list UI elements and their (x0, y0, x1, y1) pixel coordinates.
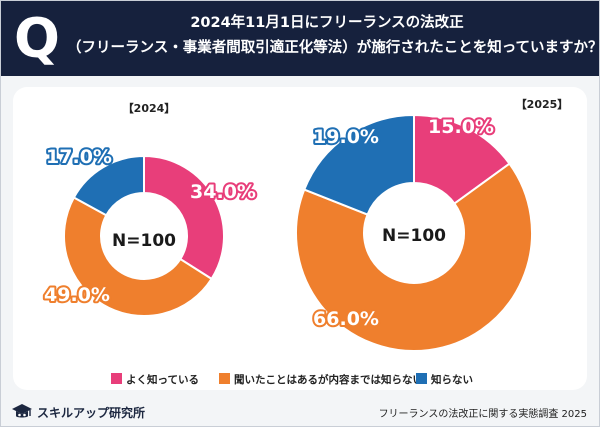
slice-unknown (72, 154, 145, 217)
donut-2024: 34.0% 49.0% 17.0% (42, 144, 258, 317)
legend-swatch-heard-of (219, 373, 230, 384)
slice-well-known (413, 113, 511, 206)
legend-swatch-well-known (111, 373, 122, 384)
legend: よく知っている 聞いたことはあるが内容までは知らない 知らない (111, 373, 473, 386)
slice-unknown (302, 113, 415, 216)
data-label-well-known: 34.0% (190, 181, 256, 203)
brand-name: スキルアップ研究所 (37, 405, 146, 420)
slice-well-known (143, 154, 225, 281)
legend-label-heard-of: 聞いたことはあるが内容までは知らない (234, 373, 423, 386)
header-bar: Q 2024年11月1日にフリーランスの法改正 （フリーランス・事業者間取引適正… (1, 1, 599, 76)
legend-label-well-known: よく知っている (126, 373, 199, 386)
chart-2025-center-label: N=100 (382, 226, 446, 246)
chart-2025-title: 【2025】 (516, 98, 569, 111)
slice-heard-of (63, 196, 213, 317)
data-label-heard-of: 66.0% (313, 308, 379, 330)
brand-logo: スキルアップ研究所 (11, 401, 145, 423)
source-note: フリーランスの法改正に関する実態調査 2025 (378, 409, 587, 420)
question-badge: Q (14, 7, 60, 70)
data-label-heard-of: 49.0% (44, 284, 110, 306)
data-label-unknown: 19.0% (313, 126, 379, 148)
question-title-line-2: （フリーランス・事業者間取引適正化等法）が施行されたことを知っていますか？ (67, 40, 600, 56)
graduation-cap-icon (12, 404, 32, 418)
legend-swatch-unknown (416, 373, 427, 384)
chart-2025: 【2025】 15.0% 66.0% 19.0% N=100 (295, 98, 569, 352)
data-label-well-known: 15.0% (428, 116, 494, 138)
legend-label-unknown: 知らない (431, 373, 473, 386)
question-title: 2024年11月1日にフリーランスの法改正 （フリーランス・事業者間取引適正化等… (67, 11, 600, 61)
question-title-line-1: 2024年11月1日にフリーランスの法改正 (190, 15, 464, 31)
chart-2024-center-label: N=100 (112, 231, 176, 251)
data-label-unknown: 17.0% (46, 146, 112, 168)
chart-2024: 【2024】 34.0% 49.0% 17.0% N=100 (42, 102, 258, 317)
donut-2025: 15.0% 66.0% 19.0% (295, 113, 533, 352)
chart-2024-title: 【2024】 (123, 102, 176, 115)
